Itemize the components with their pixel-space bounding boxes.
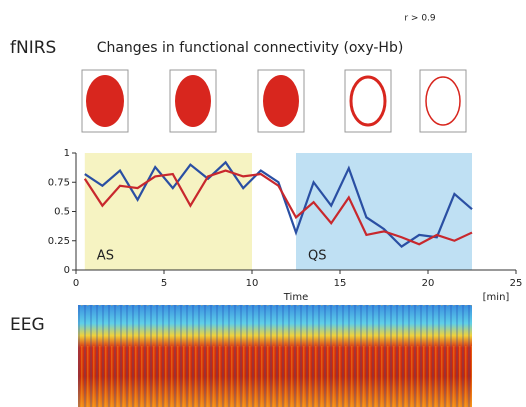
region-label: AS bbox=[97, 249, 114, 264]
x-tick-label: 10 bbox=[246, 278, 259, 289]
x-tick-label: 5 bbox=[161, 278, 167, 289]
y-tick-label: 1 bbox=[64, 148, 70, 159]
eeg-spectrogram bbox=[78, 305, 472, 407]
section-label: EEG bbox=[10, 315, 45, 335]
threshold-label: r > 0.9 bbox=[404, 14, 436, 24]
chart-title: Changes in functional connectivity (oxy-… bbox=[97, 40, 404, 56]
network-diagrams bbox=[82, 70, 466, 132]
x-tick-label: 15 bbox=[334, 278, 347, 289]
y-tick-label: 0.5 bbox=[54, 207, 70, 218]
x-axis-label: Time bbox=[283, 292, 308, 303]
y-tick-label: 0.25 bbox=[48, 236, 70, 247]
x-tick-label: 20 bbox=[422, 278, 435, 289]
x-axis-unit: [min] bbox=[483, 292, 510, 303]
region-label: QS bbox=[308, 249, 326, 264]
y-tick-label: 0 bbox=[64, 265, 70, 276]
section-label: fNIRS bbox=[10, 38, 56, 58]
y-tick-label: 0.75 bbox=[48, 177, 70, 188]
x-tick-label: 25 bbox=[510, 278, 523, 289]
x-tick-label: 0 bbox=[73, 278, 79, 289]
figure: fNIRS Changes in functional connectivity… bbox=[0, 0, 526, 407]
